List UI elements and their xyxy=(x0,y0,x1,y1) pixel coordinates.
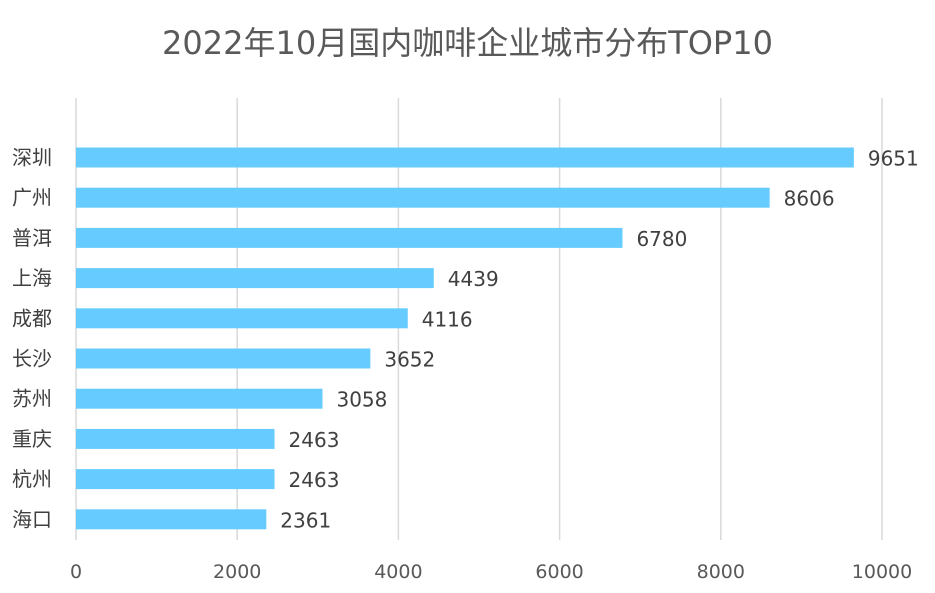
x-axis-ticks: 0 2000 4000 6000 8000 10000 xyxy=(70,561,912,583)
x-tick-label: 4000 xyxy=(374,561,422,583)
x-tick-label: 10000 xyxy=(852,561,912,583)
bar xyxy=(76,308,408,329)
category-label: 苏州 xyxy=(12,387,52,411)
bar xyxy=(76,469,275,490)
category-label: 成都 xyxy=(12,306,52,330)
data-label: 8606 xyxy=(784,187,835,211)
category-label: 海口 xyxy=(12,507,52,531)
data-label: 2361 xyxy=(280,508,331,532)
x-tick-label: 6000 xyxy=(535,561,583,583)
x-tick-label: 0 xyxy=(70,561,82,583)
chart-title: 2022年10月国内咖啡企业城市分布TOP10 xyxy=(162,24,773,62)
data-label: 2463 xyxy=(289,428,340,452)
bar xyxy=(76,428,275,449)
category-label: 杭州 xyxy=(12,467,52,491)
category-label: 上海 xyxy=(12,266,52,290)
bar xyxy=(76,147,854,168)
bar xyxy=(76,187,770,208)
data-label: 4116 xyxy=(422,307,473,331)
category-label: 深圳 xyxy=(12,146,52,170)
bar xyxy=(76,509,267,530)
bar xyxy=(76,348,371,369)
category-label: 重庆 xyxy=(12,427,52,451)
category-label: 广州 xyxy=(12,186,52,210)
value-labels: 9651 8606 6780 4439 4116 3652 3058 2463 2463 2361 xyxy=(280,147,918,533)
data-label: 2463 xyxy=(289,468,340,492)
data-label: 3652 xyxy=(384,348,435,372)
data-label: 6780 xyxy=(636,227,687,251)
bar xyxy=(76,268,434,289)
x-tick-label: 2000 xyxy=(213,561,261,583)
data-label: 9651 xyxy=(868,147,919,171)
data-label: 3058 xyxy=(336,388,387,412)
bar xyxy=(76,227,623,248)
bars xyxy=(76,147,854,530)
bar xyxy=(76,388,323,409)
x-tick-label: 8000 xyxy=(697,561,745,583)
category-label: 普洱 xyxy=(12,226,52,250)
data-label: 4439 xyxy=(448,267,499,291)
category-label: 长沙 xyxy=(12,347,52,371)
